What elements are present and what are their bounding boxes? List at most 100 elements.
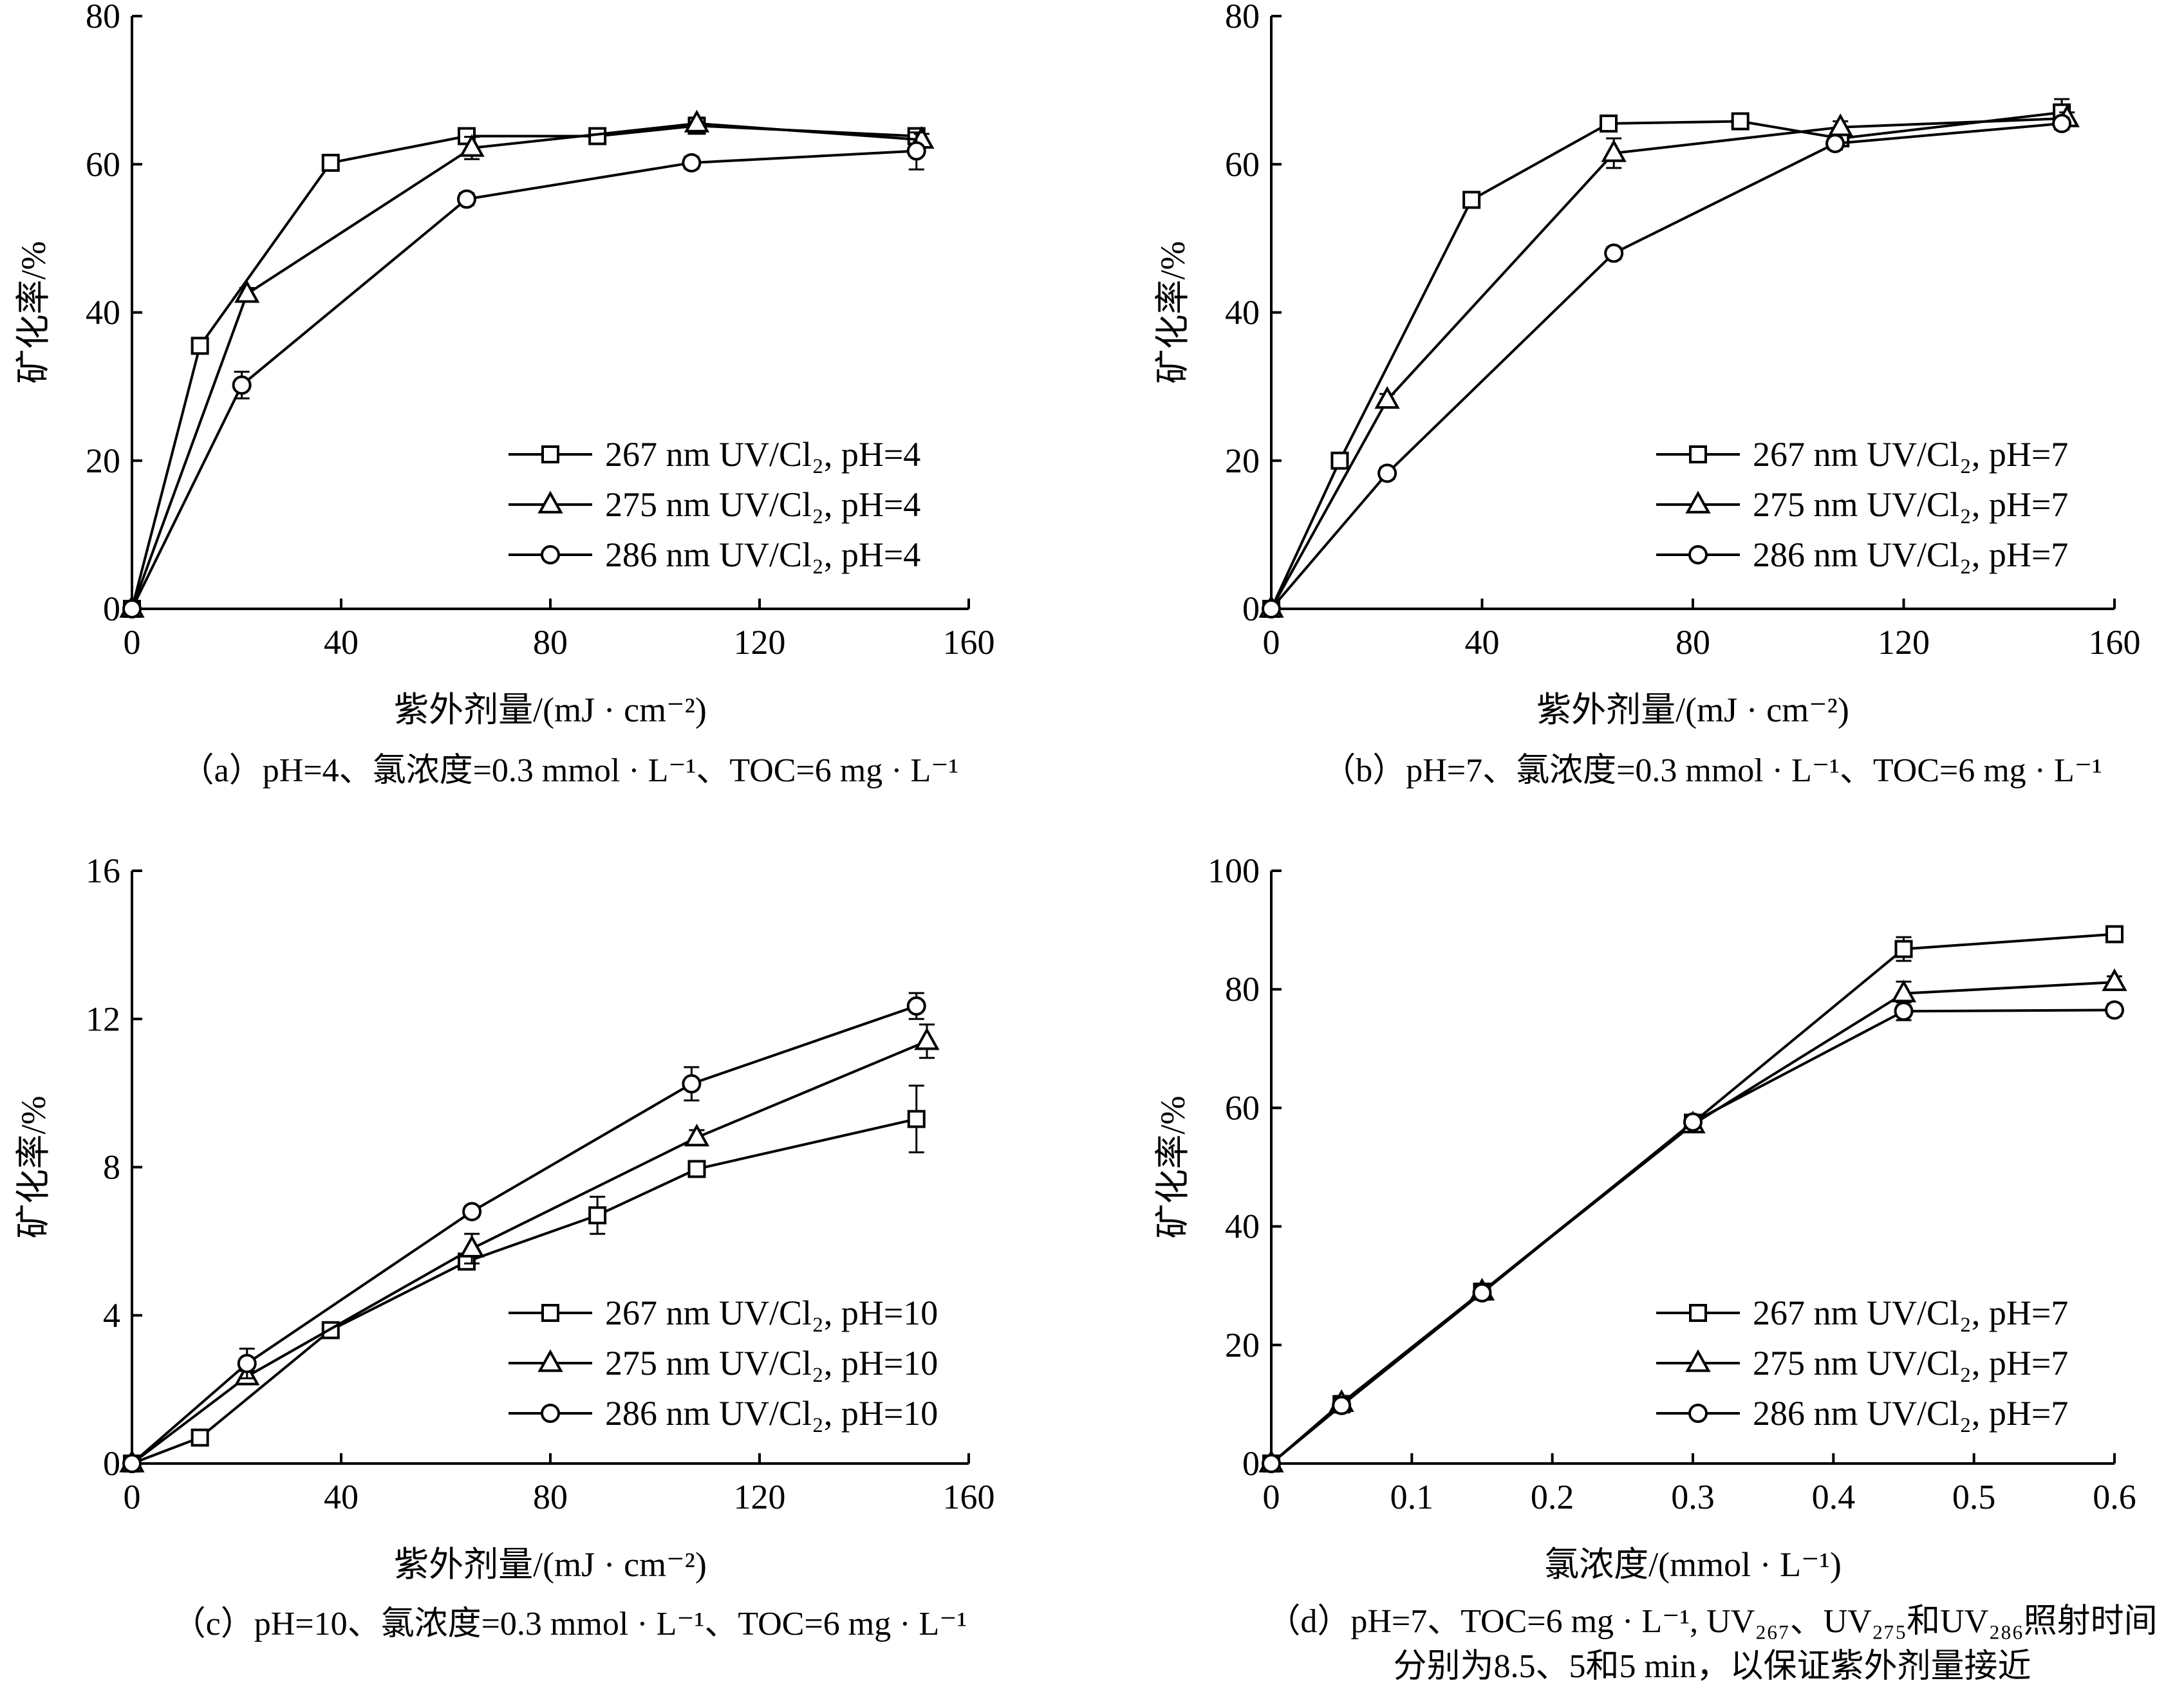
data-point	[462, 1202, 482, 1222]
chart-panel-a: 0 20 40 60 80 0 40 80 120 160 矿化率/% 紫外剂量/(mJ · cm⁻²…	[14, 0, 995, 789]
data-point	[191, 1428, 209, 1447]
figure-caption: （c）pH=10、氯浓度=0.3 mmol · L⁻¹、TOC=6 mg · L…	[173, 1606, 967, 1642]
y-tick-label: 12	[86, 999, 120, 1038]
data-point	[2105, 1000, 2124, 1020]
series-square	[1262, 925, 2123, 1473]
data-point	[682, 1074, 702, 1093]
x-tick-label: 120	[734, 1478, 786, 1516]
data-point	[588, 1206, 607, 1225]
x-tick-label: 0	[1263, 1478, 1280, 1516]
y-axis-label: 矿化率/%	[14, 241, 53, 384]
figure-caption: （b）pH=7、氯浓度=0.3 mmol · L⁻¹、TOC=6 mg · L⁻…	[1322, 752, 2102, 789]
x-axis-label: 紫外剂量/(mJ · cm⁻²)	[394, 1545, 707, 1584]
data-point	[906, 996, 926, 1016]
legend-label: 275 nm UV/Cl₂, pH=7	[1753, 1344, 2068, 1382]
x-axis-label: 紫外剂量/(mJ · cm⁻²)	[1536, 691, 1849, 729]
data-point	[907, 1110, 926, 1128]
x-tick-label: 0.1	[1390, 1478, 1434, 1516]
legend-marker	[1689, 1304, 1707, 1322]
legend-label: 275 nm UV/Cl₂, pH=4	[605, 485, 920, 524]
y-tick-label: 0	[103, 590, 120, 628]
y-tick-label: 16	[86, 851, 120, 890]
y-tick-label: 0	[1242, 590, 1260, 628]
legend-label: 286 nm UV/Cl₂, pH=7	[1753, 535, 2068, 574]
figure-caption: （a）pH=4、氯浓度=0.3 mmol · L⁻¹、TOC=6 mg · L⁻…	[181, 752, 959, 789]
data-point	[122, 599, 142, 618]
x-tick-label: 80	[533, 623, 568, 662]
legend-label: 267 nm UV/Cl₂, pH=10	[605, 1294, 938, 1332]
y-tick-label: 80	[1225, 0, 1260, 35]
series-circle	[1262, 1000, 2124, 1473]
y-tick-label: 80	[86, 0, 120, 35]
series-circle	[122, 131, 926, 618]
legend-marker	[1688, 1404, 1708, 1423]
legend-label: 286 nm UV/Cl₂, pH=10	[605, 1394, 938, 1433]
data-point	[1332, 1395, 1352, 1415]
chart-panel-d: 0 20 40 60 80 100 0 0.1 0.2 0.3 0.4 0.5 0.6 矿化率/% 氯浓度/…	[1153, 851, 2158, 1685]
y-tick-label: 40	[86, 293, 120, 332]
data-point	[1600, 114, 1618, 133]
data-point	[684, 109, 710, 133]
chart-panel-b: 0 20 40 60 80 0 40 80 120 160 矿化率/% 紫外剂量/(mJ · cm⁻²…	[1153, 0, 2141, 789]
data-point	[459, 134, 485, 157]
legend-marker	[1685, 490, 1711, 514]
x-tick-label: 160	[943, 1478, 995, 1516]
x-tick-label: 0	[124, 623, 141, 662]
data-point	[1827, 113, 1853, 136]
x-tick-label: 0	[124, 1478, 141, 1516]
data-point	[457, 189, 476, 209]
y-tick-label: 40	[1225, 1207, 1260, 1246]
x-tick-label: 80	[533, 1478, 568, 1516]
legend-marker	[1688, 545, 1708, 564]
x-tick-label: 0	[1263, 623, 1280, 662]
series-circle	[122, 992, 926, 1473]
legend-marker	[1685, 1349, 1711, 1372]
data-point	[914, 1027, 940, 1050]
data-point	[2052, 113, 2072, 133]
data-point	[232, 375, 252, 395]
series-circle	[1262, 113, 2072, 618]
x-tick-label: 0.6	[2093, 1478, 2136, 1516]
data-point	[1731, 112, 1750, 131]
data-point	[1472, 1283, 1492, 1303]
data-point	[1377, 463, 1397, 483]
x-tick-label: 40	[324, 1478, 359, 1516]
data-point	[1330, 451, 1349, 470]
legend-marker	[541, 545, 560, 564]
x-tick-label: 80	[1675, 623, 1710, 662]
legend-label: 275 nm UV/Cl₂, pH=10	[605, 1344, 938, 1382]
series-line	[1270, 111, 2062, 609]
x-axis-label: 紫外剂量/(mJ · cm⁻²)	[394, 691, 707, 729]
data-point	[237, 1353, 257, 1373]
legend-label: 267 nm UV/Cl₂, pH=7	[1753, 1294, 2068, 1332]
data-point	[687, 1160, 706, 1178]
data-point	[2105, 925, 2123, 943]
y-tick-label: 20	[86, 442, 120, 480]
y-axis-label: 矿化率/%	[1153, 1096, 1192, 1239]
y-axis-label: 矿化率/%	[1153, 241, 1192, 384]
y-tick-label: 0	[1242, 1444, 1260, 1483]
data-point	[321, 153, 340, 172]
data-point	[682, 153, 702, 172]
x-tick-label: 0.3	[1671, 1478, 1715, 1516]
y-tick-label: 60	[1225, 1088, 1260, 1127]
data-point	[1825, 134, 1845, 154]
y-tick-label: 0	[103, 1444, 120, 1483]
figure-caption-line2: 分别为8.5、5和5 min，以保证紫外剂量接近	[1394, 1648, 2031, 1685]
data-point	[191, 337, 209, 355]
data-point	[684, 1123, 710, 1147]
x-tick-label: 0.2	[1531, 1478, 1574, 1516]
legend-marker	[537, 1349, 563, 1372]
data-point	[1462, 191, 1481, 209]
y-tick-label: 60	[86, 145, 120, 183]
y-tick-label: 100	[1208, 851, 1260, 890]
legend: 267 nm UV/Cl₂, pH=7 275 nm UV/Cl₂, pH=7 28…	[1656, 435, 2068, 574]
y-axis-label: 矿化率/%	[14, 1096, 53, 1239]
legend-marker	[541, 1304, 559, 1322]
data-point	[1262, 599, 1281, 618]
data-point	[1894, 1001, 1914, 1021]
data-point	[1374, 386, 1400, 409]
x-tick-label: 120	[1878, 623, 1930, 662]
legend-marker	[541, 1404, 560, 1423]
